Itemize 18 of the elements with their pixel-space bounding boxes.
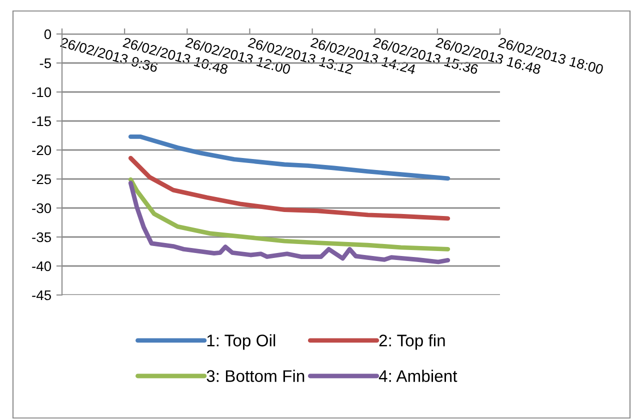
y-tick-label: -25 (32, 174, 52, 184)
line-series (128, 180, 450, 264)
line-series (128, 134, 450, 181)
y-tick-label: -45 (32, 290, 52, 300)
y-tick-label: -15 (32, 116, 52, 126)
y-tick-label: -40 (32, 261, 52, 272)
legend-label: 3: Bottom Fin (206, 370, 304, 382)
y-tick-label: -20 (32, 145, 52, 156)
line-series (128, 177, 450, 252)
legend-label: 2: Top fin (379, 334, 445, 350)
y-tick-label: -5 (40, 58, 51, 68)
y-tick-label: -30 (32, 203, 52, 214)
legend-label: 4: Ambient (378, 370, 458, 382)
line-series (128, 156, 450, 221)
y-tick-label: -10 (32, 87, 52, 98)
y-tick-label: 0 (44, 29, 52, 40)
legend-label: 1: Top Oil (207, 334, 276, 350)
y-tick-label: -35 (32, 232, 52, 242)
